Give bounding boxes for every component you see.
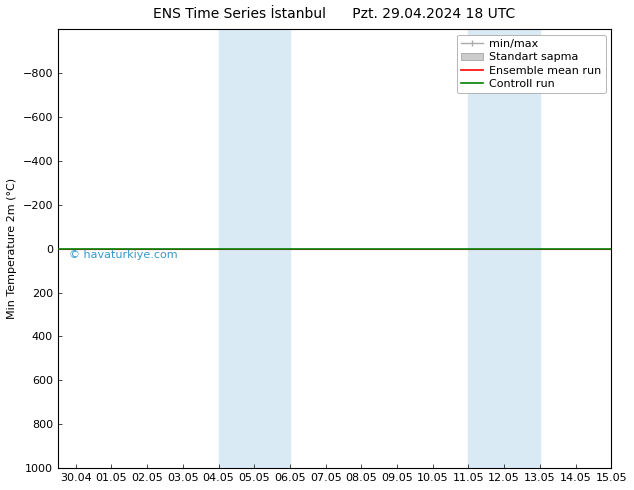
Title: ENS Time Series İstanbul      Pzt. 29.04.2024 18 UTC: ENS Time Series İstanbul Pzt. 29.04.2024…: [153, 7, 515, 21]
Bar: [219, 29, 290, 468]
Text: © havaturkiye.com: © havaturkiye.com: [69, 250, 178, 260]
Y-axis label: Min Temperature 2m (°C): Min Temperature 2m (°C): [7, 178, 17, 319]
Legend: min/max, Standart sapma, Ensemble mean run, Controll run: min/max, Standart sapma, Ensemble mean r…: [456, 35, 605, 94]
Bar: [469, 29, 540, 468]
